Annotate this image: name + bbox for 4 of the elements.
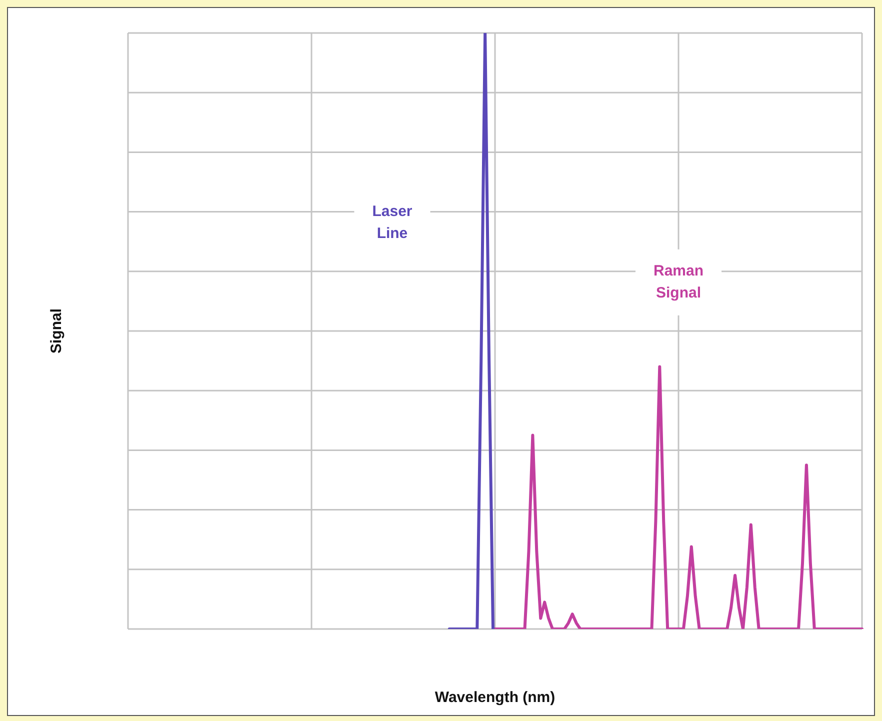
x-axis-title: Wavelength (nm) — [434, 689, 556, 706]
text: Laser Line — [372, 202, 412, 242]
text: Raman Signal — [653, 262, 704, 302]
y-axis-title: Signal — [48, 308, 66, 354]
